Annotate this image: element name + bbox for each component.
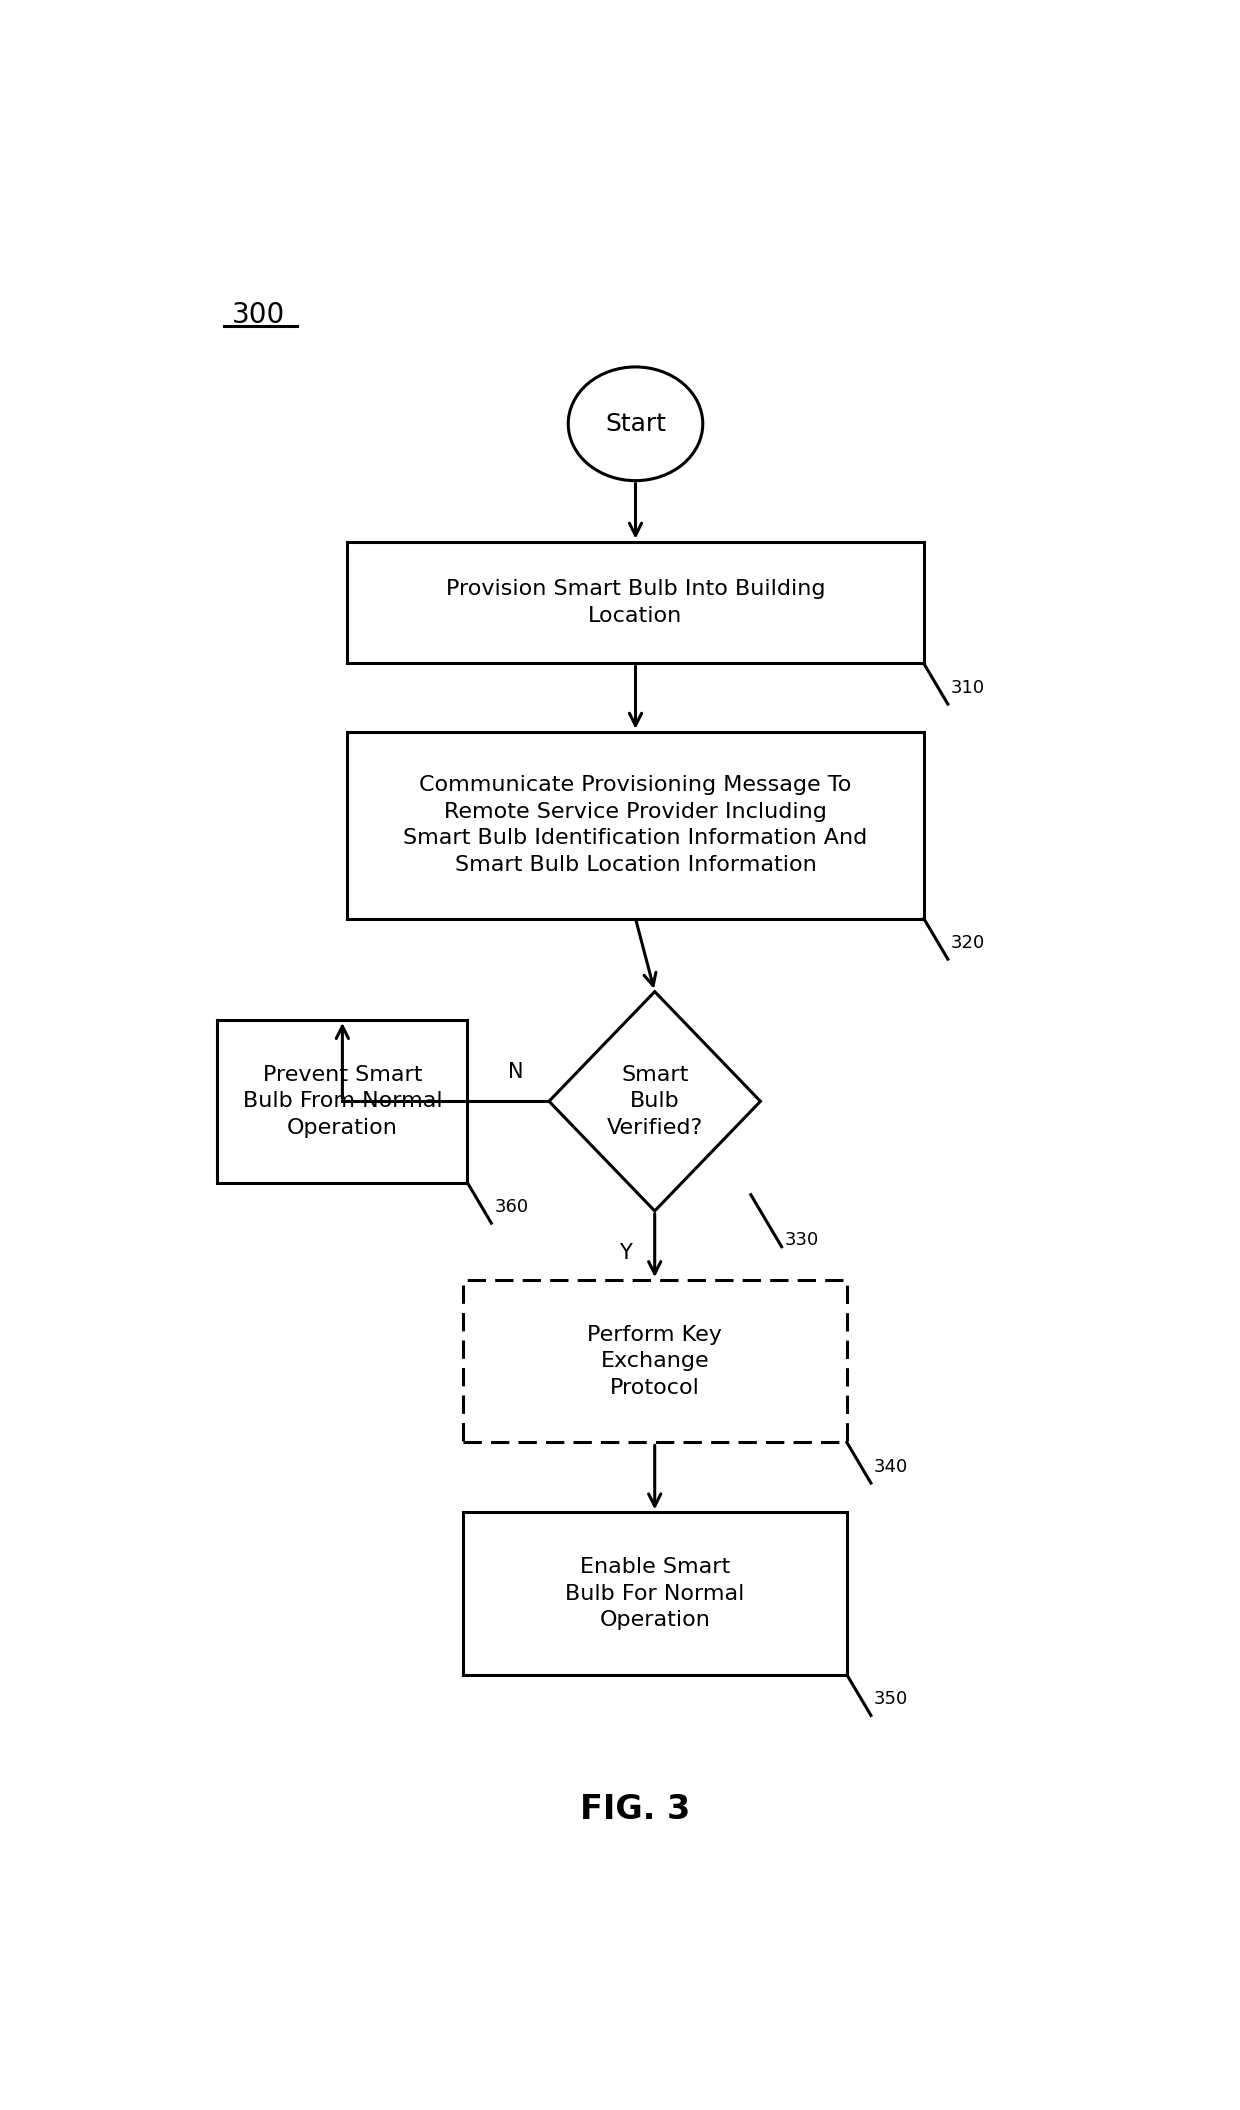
Text: Y: Y: [620, 1243, 632, 1264]
Bar: [347, 732, 924, 918]
Text: Smart
Bulb
Verified?: Smart Bulb Verified?: [606, 1066, 703, 1137]
Text: Communicate Provisioning Message To
Remote Service Provider Including
Smart Bulb: Communicate Provisioning Message To Remo…: [403, 776, 868, 876]
Text: Start: Start: [605, 411, 666, 437]
Bar: [463, 1281, 847, 1443]
Bar: [217, 1019, 467, 1182]
Text: FIG. 3: FIG. 3: [580, 1794, 691, 1825]
Ellipse shape: [568, 367, 703, 481]
Text: 330: 330: [785, 1232, 818, 1249]
Text: 350: 350: [874, 1690, 908, 1709]
Text: Perform Key
Exchange
Protocol: Perform Key Exchange Protocol: [588, 1325, 722, 1397]
Text: 320: 320: [951, 935, 985, 952]
Text: N: N: [507, 1061, 523, 1082]
Text: Provision Smart Bulb Into Building
Location: Provision Smart Bulb Into Building Locat…: [445, 580, 826, 627]
Text: 340: 340: [874, 1458, 908, 1475]
Text: 310: 310: [951, 679, 985, 696]
Text: 360: 360: [495, 1198, 528, 1215]
Bar: [347, 542, 924, 663]
Bar: [463, 1513, 847, 1675]
Text: Enable Smart
Bulb For Normal
Operation: Enable Smart Bulb For Normal Operation: [565, 1557, 744, 1631]
Polygon shape: [549, 992, 760, 1211]
Text: 300: 300: [232, 302, 285, 329]
Text: Prevent Smart
Bulb From Normal
Operation: Prevent Smart Bulb From Normal Operation: [243, 1066, 443, 1137]
